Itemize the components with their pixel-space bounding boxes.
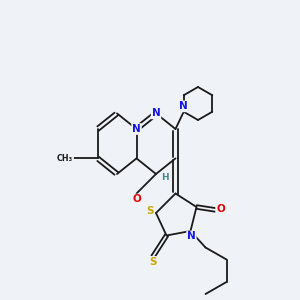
Text: S: S xyxy=(149,257,157,267)
Text: N: N xyxy=(132,124,141,134)
Text: O: O xyxy=(216,203,225,214)
Text: CH₃: CH₃ xyxy=(57,154,73,163)
Text: O: O xyxy=(132,194,141,205)
Text: N: N xyxy=(152,108,160,118)
Text: S: S xyxy=(146,206,154,217)
Text: N: N xyxy=(179,101,188,111)
Text: H: H xyxy=(161,172,169,182)
Text: N: N xyxy=(187,231,196,242)
